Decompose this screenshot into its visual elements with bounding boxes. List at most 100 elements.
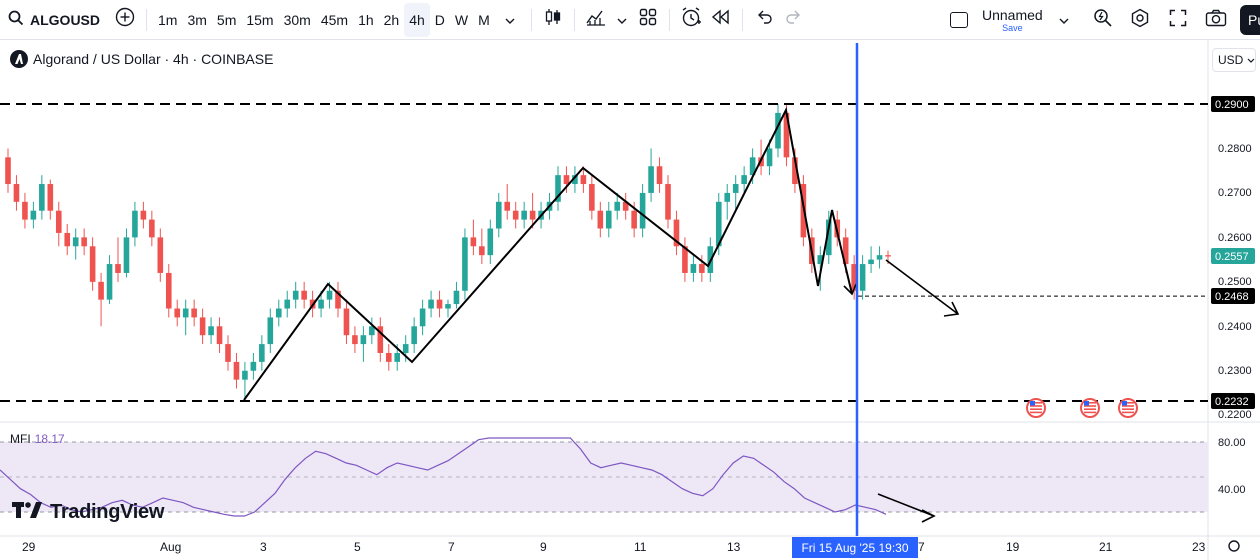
candle-body	[191, 308, 197, 318]
chevron-down-icon	[617, 11, 627, 29]
interval-15m[interactable]: 15m	[246, 11, 274, 28]
toolbar-divider	[741, 8, 743, 31]
interval-1m[interactable]: 1m	[158, 11, 178, 28]
interval-list: 1m 3m 5m 15m 30m 45m 1h 2h 4h D W M	[153, 2, 495, 37]
chart-type-button[interactable]	[538, 3, 568, 37]
price-label-bottom-bg	[1211, 393, 1255, 409]
candle-body	[589, 184, 595, 211]
chevron-down-icon[interactable]	[1059, 11, 1069, 29]
candle-body	[445, 304, 451, 309]
candle-body	[825, 219, 832, 256]
top-toolbar: ALGOUSD 1m 3m 5m 15m 30m 45m 1h 2h 4h D W M	[0, 0, 1260, 40]
candle-body	[521, 210, 527, 220]
interval-3m[interactable]: 3m	[187, 11, 207, 28]
candle-body	[301, 290, 307, 300]
price-tick: 0.2500	[1218, 276, 1252, 288]
interval-m[interactable]: M	[478, 11, 490, 28]
candle-body	[563, 175, 570, 185]
candle-body	[149, 219, 155, 238]
candle-body	[64, 232, 71, 247]
mfi-legend[interactable]: MFI 18.17	[10, 432, 65, 446]
candle-body	[512, 210, 519, 220]
snapshot-button[interactable]	[1197, 3, 1235, 37]
redo-button[interactable]	[779, 3, 809, 37]
indicators-dropdown-button[interactable]	[611, 3, 633, 37]
candle-body	[335, 290, 341, 309]
candle-body	[648, 166, 654, 193]
price-tick: 0.2600	[1218, 232, 1252, 244]
candle-body	[436, 299, 443, 309]
time-tick: 5	[354, 540, 361, 554]
toolbar-divider	[146, 8, 147, 31]
axis-settings-icon	[1228, 540, 1240, 552]
candle-body	[72, 237, 79, 247]
candle-body	[157, 237, 164, 273]
replay-icon	[711, 9, 731, 30]
interval-45m[interactable]: 45m	[320, 11, 349, 28]
candle-body	[123, 237, 130, 273]
undo-button[interactable]	[749, 3, 779, 37]
layout-menu[interactable]: Unnamed Save	[950, 3, 1069, 37]
price-tick: 0.2400	[1218, 321, 1252, 333]
candle-body	[402, 344, 409, 353]
candle-body	[876, 255, 883, 260]
interval-2h[interactable]: 2h	[383, 11, 400, 28]
interval-4h[interactable]: 4h	[404, 2, 430, 37]
templates-icon	[639, 8, 657, 31]
chart-legend[interactable]: Algorand / US Dollar · 4h · COINBASE	[10, 50, 273, 68]
chart-canvas[interactable]: 0.2800 0.2700 0.2600 0.2500 0.2400 0.2300 0.22…	[0, 40, 1260, 560]
interval-1h[interactable]: 1h	[358, 11, 374, 28]
candle-body	[656, 166, 663, 185]
candle-body	[580, 175, 587, 185]
price-label-resistance-bg	[1211, 96, 1255, 112]
indicators-button[interactable]	[581, 3, 611, 37]
candle-body	[5, 157, 11, 185]
replay-button[interactable]	[706, 3, 736, 37]
templates-button[interactable]	[633, 3, 663, 37]
time-tick: 7	[918, 540, 925, 554]
quick-search-icon	[1093, 8, 1113, 33]
add-symbol-icon	[115, 7, 135, 32]
candle-body	[419, 308, 426, 327]
crosshair-date-label: Fri 15 Aug '25 19:30	[792, 537, 918, 558]
candle-body	[377, 326, 384, 353]
interval-30m[interactable]: 30m	[283, 11, 311, 28]
interval-5m[interactable]: 5m	[216, 11, 237, 28]
fullscreen-button[interactable]	[1159, 3, 1197, 37]
candle-body	[165, 272, 172, 309]
candle-body	[715, 201, 722, 247]
candle-body	[394, 352, 401, 362]
candle-body	[106, 264, 113, 300]
interval-d[interactable]: D	[434, 11, 445, 28]
redo-icon	[785, 9, 803, 30]
symbol-search[interactable]: ALGOUSD	[0, 0, 108, 40]
mfi-line	[0, 437, 887, 517]
candle-body	[453, 290, 460, 305]
candle-body	[792, 157, 798, 185]
mfi-forecast-arrow	[877, 493, 935, 517]
candles-icon	[543, 7, 563, 32]
candle-body	[766, 148, 773, 167]
candle-body	[868, 259, 874, 265]
us-event-flag-icon	[1118, 398, 1138, 418]
candle-body	[639, 192, 646, 229]
candle-body	[318, 299, 324, 309]
layout-save-link[interactable]: Save	[1002, 22, 1023, 33]
alert-button[interactable]	[676, 3, 706, 37]
tradingview-logo[interactable]: TradingView	[12, 500, 164, 524]
interval-dropdown-button[interactable]	[495, 3, 525, 37]
candle-body	[555, 175, 561, 202]
settings-icon	[1130, 8, 1150, 33]
alert-icon	[680, 6, 702, 33]
candle-body	[115, 264, 121, 273]
chevron-down-icon	[1247, 55, 1255, 65]
settings-button[interactable]	[1121, 3, 1159, 37]
add-symbol-button[interactable]	[110, 3, 140, 37]
interval-w[interactable]: W	[454, 11, 469, 28]
price-tick: 0.2300	[1218, 365, 1252, 377]
currency-selector[interactable]: USD	[1212, 48, 1256, 72]
quick-search-button[interactable]	[1085, 3, 1121, 37]
algorand-logo-icon	[10, 50, 28, 68]
tradingview-mark-icon	[12, 500, 44, 524]
publish-button[interactable]: Pu	[1240, 5, 1260, 35]
